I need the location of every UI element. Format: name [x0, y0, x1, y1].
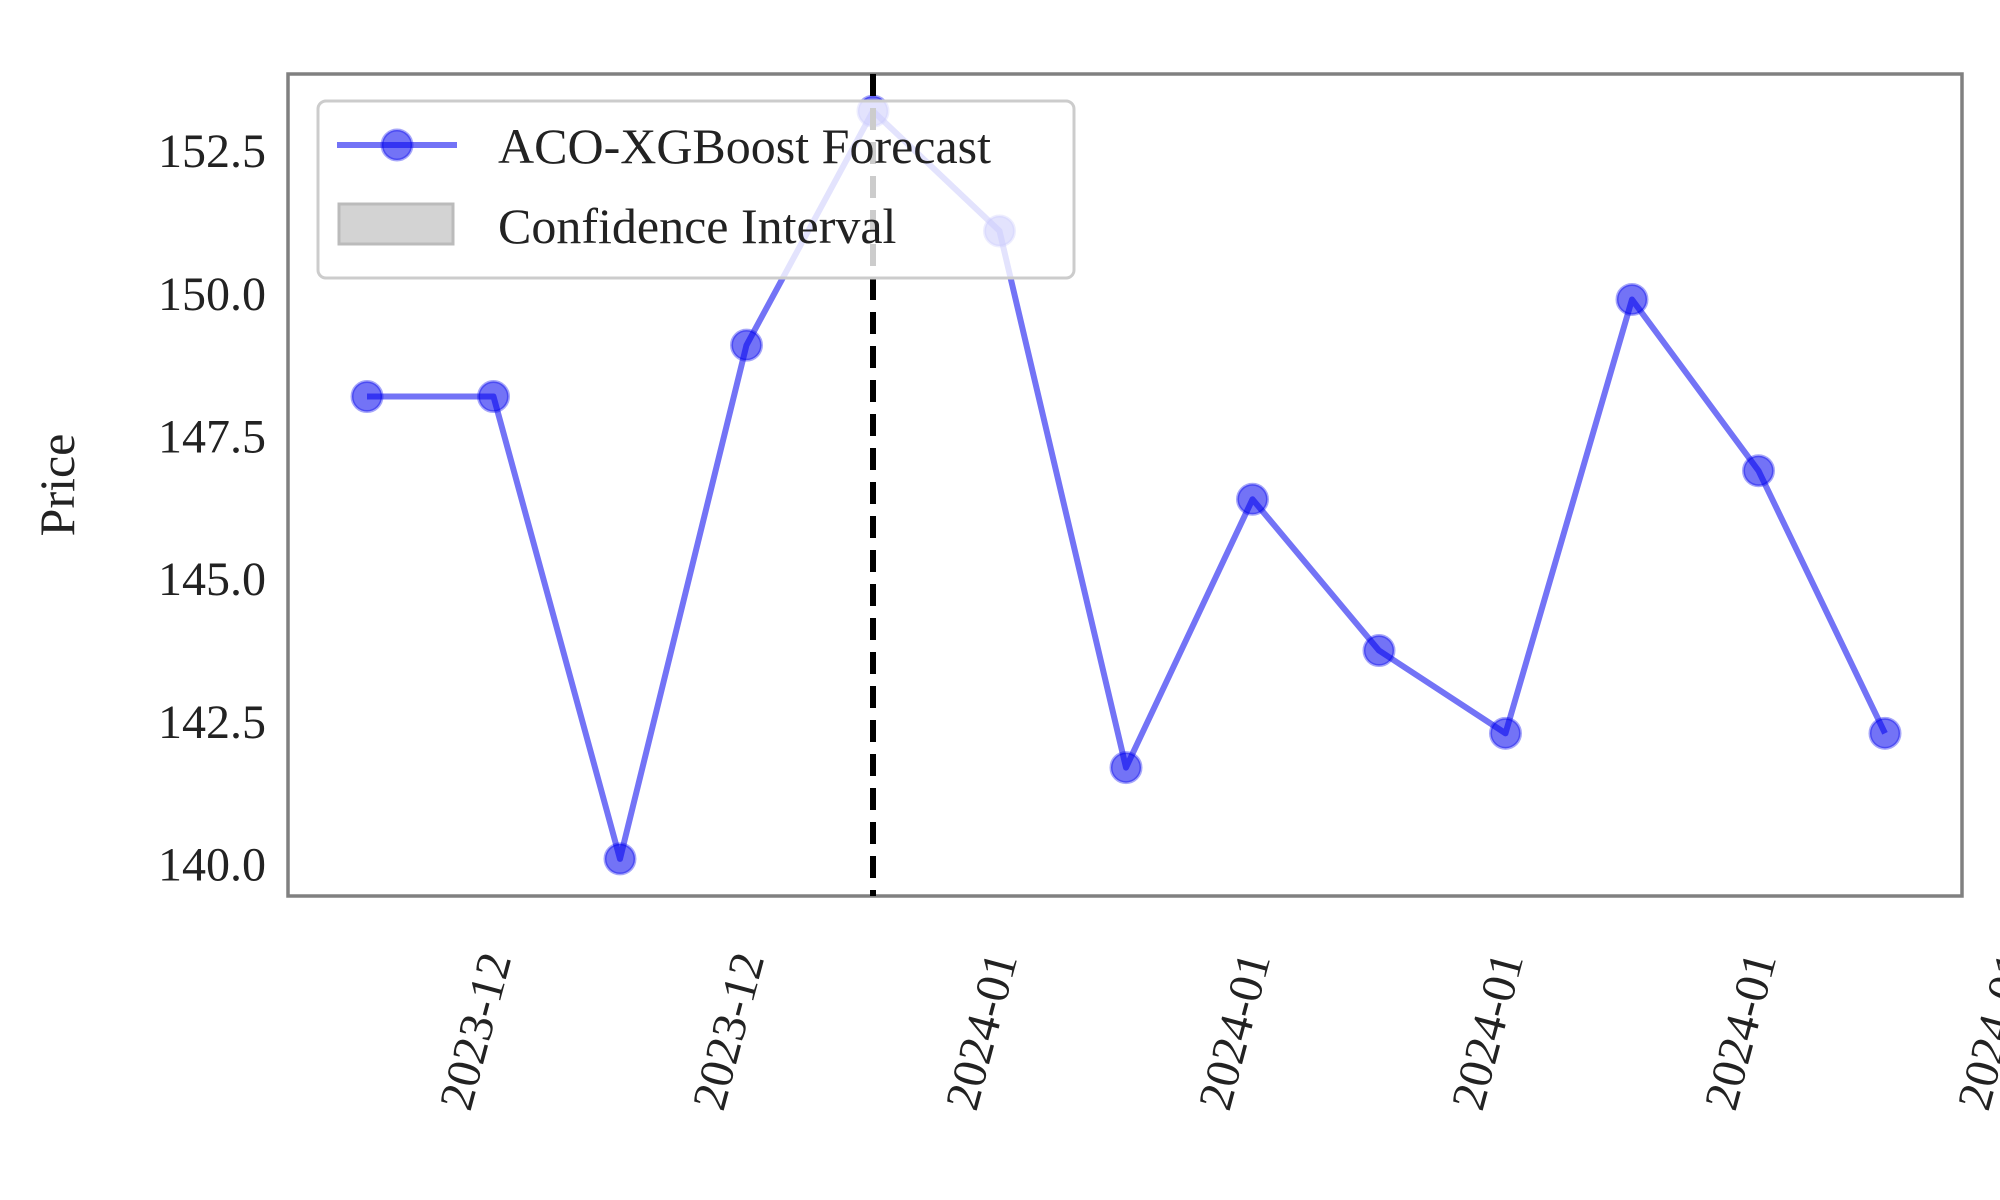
legend-label-confidence: Confidence Interval [498, 198, 896, 254]
data-point [730, 328, 763, 362]
x-tick-label: 2024-01 [936, 947, 1029, 1115]
x-tick-label: 2023-12 [430, 947, 523, 1115]
y-tick-label: 150.0 [158, 268, 266, 321]
data-point [1742, 454, 1775, 488]
x-tick-label: 2024-01 [1948, 947, 2000, 1115]
data-point [350, 380, 384, 414]
x-tick-label: 2024-01 [1189, 947, 1282, 1115]
data-point [603, 842, 637, 876]
data-point [1489, 716, 1522, 750]
x-tick-label: 2024-01 [1442, 947, 1535, 1115]
data-point [1868, 716, 1902, 750]
y-tick-label: 147.5 [158, 410, 266, 463]
y-tick-label: 152.5 [158, 125, 266, 178]
data-point [477, 380, 510, 414]
x-tick-label: 2023-12 [683, 947, 776, 1115]
y-axis-title: Price [29, 434, 85, 537]
data-point [1615, 282, 1649, 316]
plot-frame [286, 72, 1964, 898]
legend-ci-swatch [337, 202, 455, 246]
y-tick-label: 142.5 [158, 696, 266, 749]
data-point [1362, 634, 1396, 668]
legend-marker-swatch [380, 128, 414, 162]
y-tick-label: 140.0 [158, 839, 266, 892]
legend-box [316, 99, 1076, 280]
data-point [1109, 751, 1143, 785]
y-tick-label: 145.0 [158, 553, 266, 606]
x-tick-label: 2024-01 [1695, 947, 1788, 1115]
data-point [1236, 482, 1269, 516]
legend-label-forecast: ACO-XGBoost Forecast [498, 118, 991, 174]
